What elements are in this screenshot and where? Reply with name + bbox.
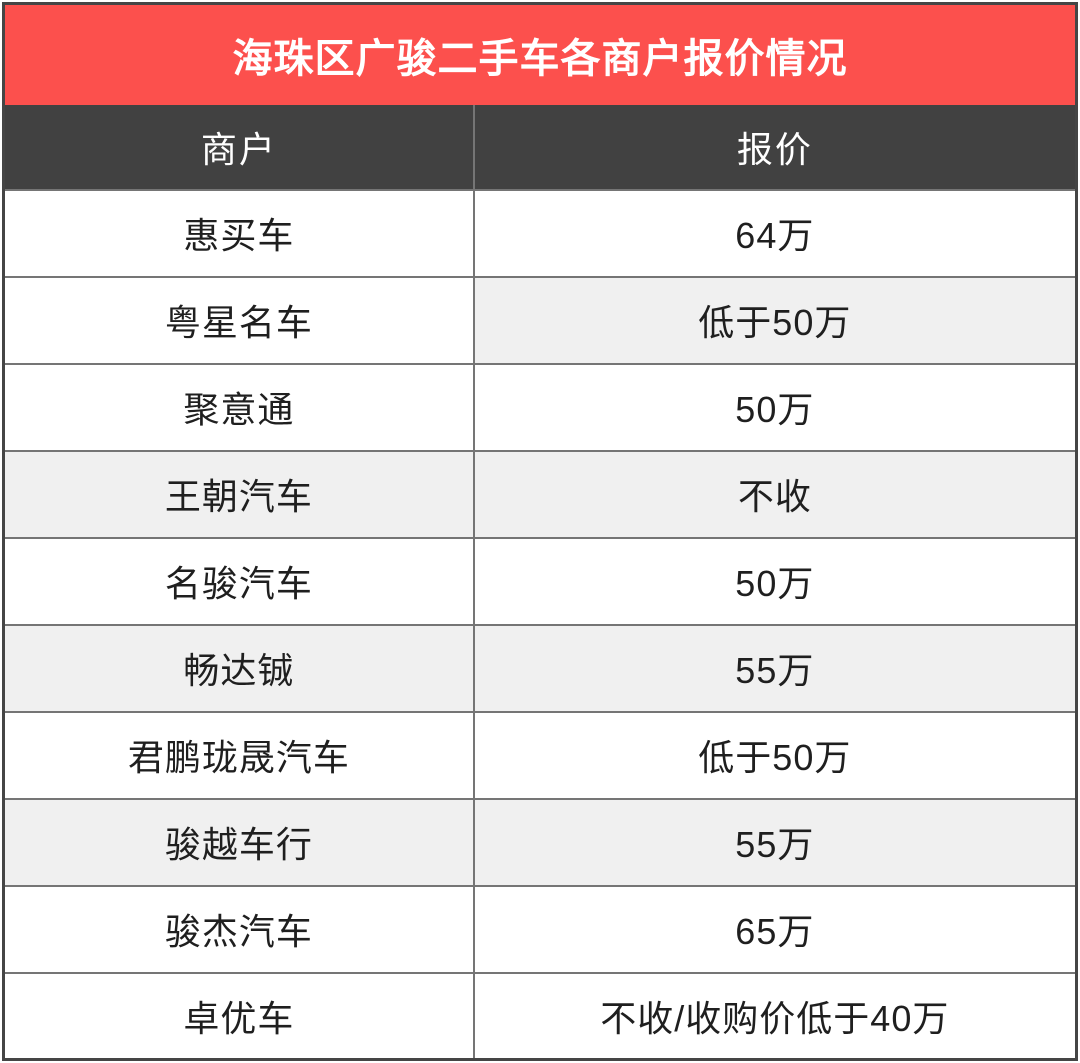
page-title: 海珠区广骏二手车各商户报价情况: [232, 37, 848, 81]
table-row: 粤星名车 低于50万: [5, 275, 1075, 365]
merchant-cell: 粤星名车: [5, 275, 475, 365]
quote-cell: 55万: [472, 623, 1075, 713]
column-header-merchant: 商户: [5, 105, 475, 190]
quote-table: 商户 报价 惠买车 64万 粤星名车 低于50万 聚意通 50万 王朝汽车 不收…: [5, 105, 1075, 1058]
table-row: 君鹏珑晟汽车 低于50万: [5, 710, 1075, 800]
quote-cell: 50万: [472, 536, 1075, 626]
table-row: 名骏汽车 50万: [5, 536, 1075, 626]
quote-cell: 低于50万: [472, 275, 1075, 365]
merchant-cell: 王朝汽车: [5, 449, 475, 539]
quote-cell: 不收/收购价低于40万: [472, 971, 1075, 1058]
table-row: 惠买车 64万: [5, 189, 1075, 278]
merchant-cell: 骏越车行: [5, 797, 475, 887]
quote-cell: 50万: [472, 362, 1075, 452]
merchant-cell: 骏杰汽车: [5, 884, 475, 974]
table-body: 惠买车 64万 粤星名车 低于50万 聚意通 50万 王朝汽车 不收 名骏汽车 …: [5, 189, 1075, 1058]
merchant-cell: 名骏汽车: [5, 536, 475, 626]
merchant-cell: 君鹏珑晟汽车: [5, 710, 475, 800]
quote-cell: 低于50万: [472, 710, 1075, 800]
table-row: 骏杰汽车 65万: [5, 884, 1075, 974]
table-row: 畅达铖 55万: [5, 623, 1075, 713]
merchant-cell: 惠买车: [5, 189, 475, 278]
table-row: 骏越车行 55万: [5, 797, 1075, 887]
table-header: 商户 报价: [5, 105, 1075, 190]
column-header-quote: 报价: [472, 105, 1075, 190]
quote-cell: 65万: [472, 884, 1075, 974]
merchant-cell: 畅达铖: [5, 623, 475, 713]
title-banner: 海珠区广骏二手车各商户报价情况: [5, 5, 1075, 105]
table-row: 王朝汽车 不收: [5, 449, 1075, 539]
quote-cell: 55万: [472, 797, 1075, 887]
merchant-cell: 聚意通: [5, 362, 475, 452]
table-row: 卓优车 不收/收购价低于40万: [5, 971, 1075, 1058]
quote-cell: 不收: [472, 449, 1075, 539]
header-row: 商户 报价: [5, 105, 1075, 190]
merchant-cell: 卓优车: [5, 971, 475, 1058]
table-row: 聚意通 50万: [5, 362, 1075, 452]
quote-cell: 64万: [472, 189, 1075, 278]
